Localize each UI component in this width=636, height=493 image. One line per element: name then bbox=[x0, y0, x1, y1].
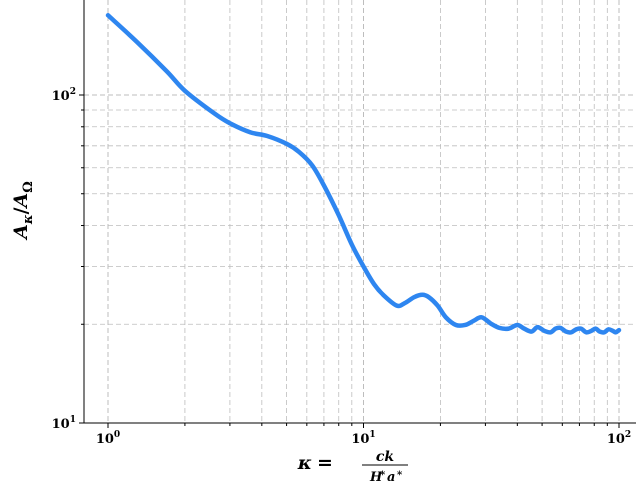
y-label-sub2: Ω bbox=[21, 181, 36, 193]
svg-text:Aκ/AΩ: Aκ/AΩ bbox=[10, 181, 36, 241]
x-label-numerator: ck bbox=[376, 449, 395, 465]
y-label-slash: / bbox=[10, 207, 32, 214]
grid bbox=[84, 0, 636, 424]
y-axis-label: Aκ/AΩ bbox=[10, 181, 36, 241]
x-label-star-1: * bbox=[380, 470, 386, 481]
series-line bbox=[105, 13, 622, 335]
y-label-a1: A bbox=[10, 224, 32, 241]
x-label-denominator-a: a bbox=[387, 470, 395, 485]
x-label-lhs: κ bbox=[297, 452, 312, 474]
y-label-sub1: κ bbox=[21, 214, 36, 225]
x-tick-label: 102 bbox=[607, 430, 631, 447]
x-axis-label: κ = ck H * a * bbox=[297, 449, 408, 485]
x-label-eq: = bbox=[317, 452, 333, 474]
y-tick-label: 102 bbox=[52, 87, 76, 104]
y-tick-label: 101 bbox=[52, 415, 76, 432]
x-tick-label: 101 bbox=[351, 430, 375, 447]
series bbox=[105, 13, 622, 335]
ticks: 100 101 102 101 102 bbox=[52, 87, 632, 447]
y-label-a2: A bbox=[10, 193, 32, 210]
x-label-star-2: * bbox=[397, 470, 403, 481]
x-label-denominator-h: H bbox=[369, 470, 383, 485]
x-tick-label: 100 bbox=[96, 430, 120, 447]
